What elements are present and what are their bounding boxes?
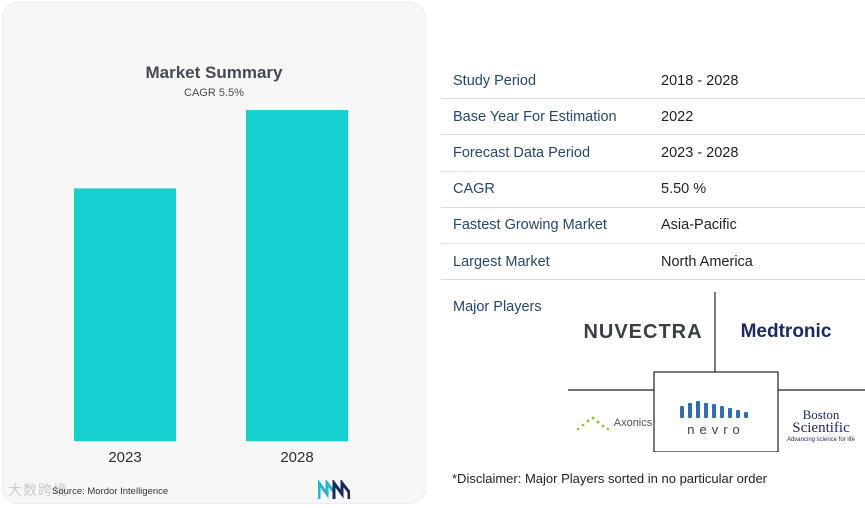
axonics-logo: Axonics bbox=[574, 410, 654, 436]
chart-title: Market Summary bbox=[145, 63, 283, 82]
summary-value: Asia-Pacific bbox=[661, 217, 737, 234]
summary-key: Forecast Data Period bbox=[453, 144, 591, 161]
medtronic-logo: Medtronic bbox=[728, 318, 844, 346]
summary-row: CAGR 5.50 % bbox=[441, 172, 865, 208]
medtronic-text: Medtronic bbox=[740, 321, 832, 342]
x-tick-label: 2028 bbox=[280, 449, 313, 466]
summary-value: 5.50 % bbox=[661, 181, 707, 198]
summary-row: Study Period 2018 - 2028 bbox=[441, 63, 865, 100]
nevro-bars-icon bbox=[680, 400, 748, 418]
nuvectra-logo: NUVECTRA bbox=[578, 318, 708, 346]
summary-value: North America bbox=[661, 253, 753, 270]
summary-row: Base Year For Estimation 2022 bbox=[441, 99, 865, 136]
bar-2028 bbox=[246, 110, 348, 442]
summary-table: Study Period 2018 - 2028 Base Year For E… bbox=[441, 63, 865, 281]
summary-row: Fastest Growing Market Asia-Pacific bbox=[441, 208, 865, 244]
summary-key: CAGR bbox=[453, 181, 495, 198]
major-players-label: Major Players bbox=[453, 299, 542, 315]
disclaimer-text: *Disclaimer: Major Players sorted in no … bbox=[452, 471, 768, 486]
bar-chart: 2023 2028 bbox=[74, 110, 348, 466]
axonics-text: Axonics bbox=[613, 417, 653, 429]
boston-scientific-logo: Boston Scientific Advancing science for … bbox=[780, 406, 862, 446]
summary-key: Fastest Growing Market bbox=[453, 217, 607, 234]
nuvectra-text: NUVECTRA bbox=[583, 320, 703, 343]
summary-value: 2018 - 2028 bbox=[661, 72, 739, 89]
nevro-text: nevro bbox=[687, 421, 745, 437]
mordor-logo-icon bbox=[318, 480, 350, 499]
nevro-logo: nevro bbox=[670, 396, 762, 440]
x-tick-label: 2023 bbox=[108, 449, 141, 466]
chart-card: Market Summary CAGR 5.5% bbox=[2, 2, 426, 504]
bar-2023 bbox=[74, 188, 176, 441]
watermark-text: 大数跨境 bbox=[8, 482, 68, 498]
boston-text: Boston bbox=[802, 407, 840, 422]
players-grid bbox=[568, 292, 865, 452]
chart-subtitle: CAGR 5.5% bbox=[184, 87, 244, 99]
boston-tagline: Advancing science for life bbox=[786, 437, 856, 443]
summary-key: Largest Market bbox=[453, 253, 550, 270]
summary-key: Study Period bbox=[453, 72, 537, 89]
summary-value: 2022 bbox=[661, 108, 694, 125]
source-text: Source: Mordor Intelligence bbox=[52, 486, 169, 497]
summary-key: Base Year For Estimation bbox=[453, 108, 617, 125]
axonics-wave-icon bbox=[576, 416, 610, 431]
summary-value: 2023 - 2028 bbox=[661, 144, 739, 161]
summary-row: Largest Market North America bbox=[441, 244, 865, 281]
scientific-text: Scientific bbox=[792, 420, 850, 436]
summary-row: Forecast Data Period 2023 - 2028 bbox=[441, 135, 865, 172]
